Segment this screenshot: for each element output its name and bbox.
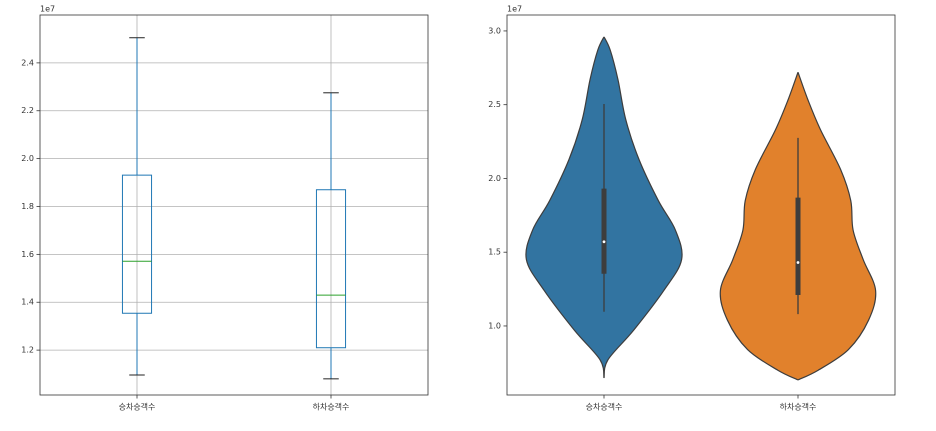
- x-tick-label: 승차승객수: [119, 402, 156, 412]
- median: [796, 261, 800, 264]
- y-tick-label: 1.2: [21, 346, 34, 355]
- iqr-box: [795, 197, 801, 295]
- y-tick-label: 2.0: [21, 154, 34, 163]
- axes-frame: [39, 14, 429, 396]
- y-tick-label: 3.0: [488, 26, 501, 35]
- x-tick-label: 하차승객수: [780, 402, 817, 412]
- box: [121, 174, 153, 314]
- y-tick-label: 1.5: [488, 248, 501, 257]
- box: [315, 189, 347, 349]
- violin-half: [603, 36, 683, 379]
- y-tick-label: 2.2: [21, 106, 34, 115]
- y-tick-label: 1.6: [21, 250, 34, 259]
- offset-text: 1e7: [40, 5, 55, 14]
- violin-half: [719, 72, 799, 381]
- axes-frame: [506, 14, 896, 396]
- y-tick-label: 1.4: [21, 298, 34, 307]
- y-tick-label: 1.0: [488, 321, 501, 330]
- y-tick-label: 2.4: [21, 58, 34, 67]
- x-tick-label: 하차승객수: [313, 402, 350, 412]
- y-tick-label: 1.8: [21, 202, 34, 211]
- iqr-box: [601, 188, 607, 274]
- offset-text: 1e7: [507, 5, 522, 14]
- y-tick-label: 2.5: [488, 100, 501, 109]
- violin-half: [797, 72, 877, 381]
- median: [602, 240, 606, 244]
- y-tick-label: 2.0: [488, 174, 501, 183]
- violin-half: [525, 36, 605, 379]
- x-tick-label: 승차승객수: [586, 402, 623, 412]
